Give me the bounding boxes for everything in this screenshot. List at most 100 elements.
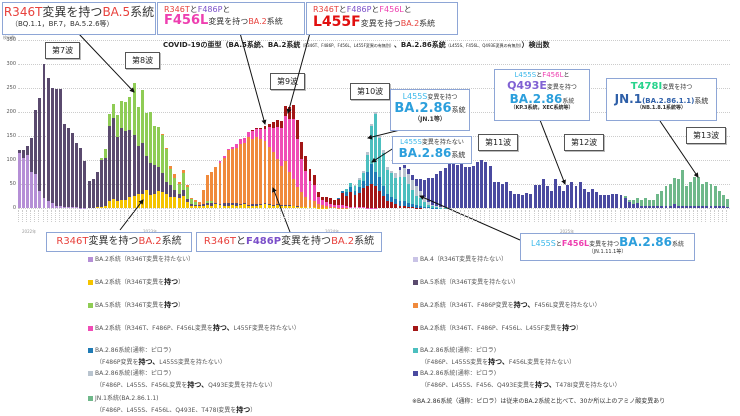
x-tick — [177, 210, 181, 222]
bar — [181, 169, 185, 208]
bar-segment — [333, 207, 337, 208]
bar-segment — [247, 204, 251, 206]
bar — [529, 193, 533, 208]
bar-segment — [304, 206, 308, 208]
bar — [148, 112, 152, 208]
bar-segment — [648, 199, 652, 206]
bar-segment — [144, 112, 148, 157]
x-tick — [34, 210, 37, 222]
bar-segment — [459, 162, 463, 208]
bar-segment — [202, 189, 206, 205]
legend-swatch — [88, 280, 93, 285]
bar-segment — [324, 206, 328, 208]
x-tick — [214, 210, 217, 222]
callout-text: T478I — [630, 81, 663, 92]
callout-text: と — [536, 72, 543, 79]
legend-note: ※BA.2.86系統（通称：ピロラ）は従来のBA.2系統と比べて、30か所以上の… — [412, 398, 666, 405]
x-tick — [644, 210, 647, 222]
x-tick — [578, 210, 582, 222]
bar — [75, 143, 79, 208]
bar-segment — [721, 195, 725, 206]
bar-segment — [464, 167, 467, 208]
callout-ba5-r346t: R346T変異を持つBA.5系統 （BQ.1.1，BF.7，BA.5.2.6等） — [2, 2, 156, 35]
x-tick — [357, 210, 361, 222]
bar-segment — [684, 186, 688, 206]
callout-text: 系統 — [671, 241, 684, 248]
bar-segment — [369, 123, 373, 126]
x-tick — [67, 210, 70, 222]
x-tick — [607, 210, 610, 222]
bar-segment — [296, 119, 300, 139]
bar-segment — [218, 203, 222, 206]
bar-segment — [361, 207, 365, 208]
x-tick — [353, 210, 357, 222]
x-tick — [316, 210, 320, 222]
x-tick — [590, 210, 594, 222]
title-small2: （L455S、F456L、Q493E変異の有無別） — [445, 43, 522, 48]
bar-segment — [353, 185, 357, 187]
bar-segment — [652, 199, 656, 206]
bar-segment — [521, 194, 525, 208]
bar — [275, 120, 279, 208]
legend-swatch — [413, 348, 418, 353]
legend-item: BA.2系統（R346T変異を持たない） — [88, 254, 194, 263]
legend-label: BA.2系統（R346T、F486P、F456L、L455F変異を — [420, 325, 563, 332]
bar — [639, 199, 643, 208]
bar-segment — [304, 156, 308, 171]
x-tick — [697, 210, 700, 222]
bar — [427, 178, 431, 208]
bar-segment — [169, 168, 173, 186]
bar-segment — [140, 193, 144, 208]
bar-segment — [177, 198, 181, 208]
bar — [140, 90, 144, 208]
callout-text: 系統 — [562, 97, 575, 105]
bar-segment — [680, 169, 684, 206]
bar-segment — [292, 119, 296, 180]
bar-segment — [402, 206, 406, 208]
x-tick — [623, 210, 627, 222]
bar-segment — [378, 176, 382, 192]
bar — [603, 194, 607, 208]
bar — [206, 174, 210, 208]
callout-text: L455S — [400, 138, 422, 146]
bar-segment — [337, 205, 341, 208]
bar-segment — [136, 145, 140, 194]
bar-segment — [124, 102, 128, 132]
bar — [337, 197, 341, 208]
x-tick — [136, 210, 140, 222]
x-tick — [725, 210, 729, 222]
legend-swatch — [88, 257, 93, 262]
x-tick — [198, 210, 201, 222]
bar-segment — [259, 127, 263, 130]
bar-segment — [169, 197, 173, 208]
bar-segment — [631, 204, 635, 208]
bar-segment — [120, 127, 124, 200]
bar-segment — [312, 184, 316, 202]
bar-segment — [292, 179, 296, 206]
bar-segment — [283, 115, 287, 162]
bar-segment — [398, 167, 402, 170]
bar-segment — [275, 205, 279, 208]
bar-segment — [99, 157, 103, 161]
x-tick — [410, 210, 414, 222]
bar-segment — [99, 206, 103, 208]
bar — [476, 162, 480, 208]
bar — [193, 199, 197, 208]
callout-text: 変異を持つ — [589, 241, 620, 248]
bar — [169, 166, 173, 208]
bar-segment — [189, 199, 193, 205]
bar-segment — [414, 195, 418, 206]
bar-segment — [251, 130, 255, 132]
bar-segment — [95, 207, 99, 208]
bar-segment — [312, 174, 316, 185]
bar-segment — [71, 132, 75, 208]
bar-segment — [623, 198, 627, 208]
callout-subtext: （JN.1.11.1等） — [588, 248, 627, 255]
bar-segment — [390, 202, 394, 208]
bar-segment — [283, 161, 287, 205]
bar-segment — [353, 191, 357, 196]
bar-segment — [214, 202, 218, 205]
x-tick — [594, 210, 598, 222]
x-tick — [63, 210, 66, 222]
x-tick — [439, 210, 442, 222]
